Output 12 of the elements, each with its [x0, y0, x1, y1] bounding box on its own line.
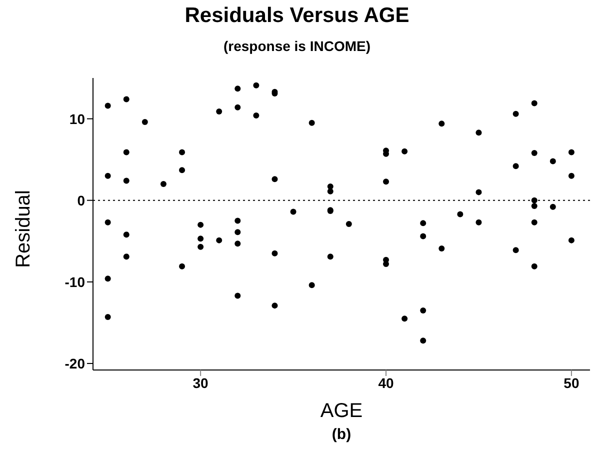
- y-axis-title: Residual: [12, 190, 36, 268]
- x-tick-label: 40: [378, 374, 394, 391]
- chart-title: Residuals Versus AGE: [184, 4, 410, 28]
- text: (b): [330, 426, 352, 443]
- y-tick-label: 10: [69, 110, 86, 127]
- x-tick-label: 50: [564, 374, 580, 391]
- y-tick-label: 0: [77, 192, 86, 208]
- x-axis-title: AGE: [319, 400, 364, 423]
- y-tick-label: -10: [64, 274, 86, 290]
- chart-subtitle: (response is INCOME): [222, 38, 372, 54]
- y-tick-label: -20: [64, 355, 86, 372]
- x-tick-label: 30: [192, 374, 209, 391]
